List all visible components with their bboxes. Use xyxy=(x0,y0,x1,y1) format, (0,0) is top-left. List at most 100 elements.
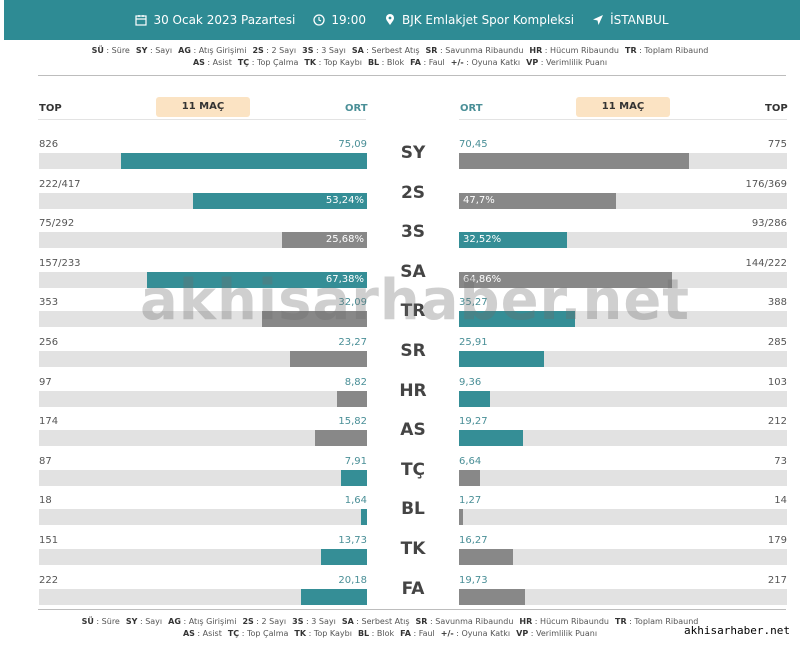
right-bar-track xyxy=(459,549,787,565)
legend-code: TK xyxy=(304,58,317,67)
legend-code: TR xyxy=(625,46,637,55)
right-avg: 19,27 xyxy=(459,416,488,428)
stat-row-tr: 353 32,09 TR 35,27 388 xyxy=(0,297,800,333)
left-bar-track xyxy=(39,311,367,328)
right-total: 775 xyxy=(767,139,787,150)
location-pin-icon xyxy=(385,14,394,25)
left-percent: 67,38% xyxy=(325,273,364,285)
legend-line-2: AS : Asist TÇ : Top Çalma TK : Top Kaybı BL… xyxy=(0,628,800,640)
site-label: akhisarhaber.net xyxy=(684,624,790,637)
left-percent: 25,68% xyxy=(325,234,364,246)
stat-code: TÇ xyxy=(400,459,426,480)
legend-item: +/- : Oyuna Katkı xyxy=(440,629,511,638)
stat-code: SY xyxy=(400,143,426,163)
right-bar xyxy=(459,469,480,486)
legend-desc: 3 Sayı xyxy=(311,617,336,626)
right-bar-track xyxy=(459,153,787,169)
left-avg: 7,91 xyxy=(344,455,367,467)
legend-item: BL : Blok xyxy=(367,58,405,67)
legend-desc: Savunma Ribaundu xyxy=(445,46,524,55)
left-bar xyxy=(121,153,367,169)
legend-desc: Blok xyxy=(376,629,395,638)
right-avg: 19,73 xyxy=(459,574,488,586)
legend-code: AS xyxy=(182,629,195,638)
calendar-icon xyxy=(135,15,148,26)
legend-desc: Sayı xyxy=(145,617,163,626)
right-percent: 32,52% xyxy=(463,234,502,246)
legend-item: +/- : Oyuna Katkı xyxy=(450,58,521,67)
right-bar-track xyxy=(459,430,787,447)
stat-row-sy: 826 75,09 SY 70,45 775 xyxy=(0,139,800,175)
legend-desc: Oyuna Katkı xyxy=(471,58,521,67)
legend-code: VP xyxy=(526,58,539,67)
legend-item: FA : Faul xyxy=(400,629,435,638)
legend-item: TÇ : Top Çalma xyxy=(237,58,299,67)
abbreviation-legend-bottom: SÜ : Süre SY : Sayı AG : Atış Girişimi 2S :… xyxy=(0,616,800,640)
legend-item: AG : Atış Girişimi xyxy=(168,617,237,626)
legend-desc: Top Çalma xyxy=(256,58,299,67)
legend-code: AG xyxy=(178,46,191,55)
legend-code: +/- xyxy=(450,58,464,67)
legend-item: SA : Serbest Atış xyxy=(351,46,420,55)
right-total: 93/286 xyxy=(751,218,787,230)
left-total-header: TOP xyxy=(39,103,62,114)
stat-code: BL xyxy=(401,499,425,520)
left-bar-track xyxy=(39,549,367,565)
abbreviation-legend-top: SÜ : Süre SY : Sayı AG : Atış Girişimi 2S :… xyxy=(0,45,800,69)
left-total: 174 xyxy=(39,416,59,428)
legend-desc: Savunma Ribaundu xyxy=(435,617,514,626)
legend-desc: Verimlilik Puanı xyxy=(535,629,598,638)
left-avg: 15,82 xyxy=(338,416,367,428)
legend-desc: Hücum Ribaundu xyxy=(550,46,619,55)
legend-line-1: SÜ : Süre SY : Sayı AG : Atış Girişimi 2S :… xyxy=(0,45,800,57)
left-total: 256 xyxy=(39,337,59,348)
left-avg: 1,64 xyxy=(344,495,367,507)
right-bar-track xyxy=(459,588,787,605)
legend-desc: 2 Sayı xyxy=(261,617,287,626)
left-bar xyxy=(361,509,367,526)
legend-code: FA xyxy=(400,629,411,638)
legend-item: SÜ : Süre xyxy=(81,617,120,626)
left-bar-track xyxy=(39,469,367,486)
time-info: 19:00 xyxy=(313,13,366,27)
right-bar xyxy=(459,549,513,565)
left-bar xyxy=(321,549,367,565)
legend-desc: Toplam Ribaund xyxy=(644,46,709,55)
left-bar: 67,38% xyxy=(147,271,367,288)
left-bar-track xyxy=(39,430,367,447)
right-header-line xyxy=(459,119,787,120)
right-total: 73 xyxy=(774,455,787,467)
right-avg-header: ORT xyxy=(460,103,483,114)
stat-code: FA xyxy=(401,578,425,599)
stat-code: TK xyxy=(400,539,426,559)
match-info-bar: 30 Ocak 2023 Pazartesi 19:00 BJK Emlakje… xyxy=(4,0,800,40)
stat-row-tç: 87 7,91 TÇ 6,64 73 xyxy=(0,456,800,492)
legend-desc: Asist xyxy=(212,58,232,67)
right-avg: 1,27 xyxy=(459,495,482,507)
right-bar-track xyxy=(459,351,787,367)
right-bar xyxy=(459,588,525,605)
legend-code: SA xyxy=(341,617,354,626)
stat-code: HR xyxy=(399,380,427,401)
left-avg: 32,09 xyxy=(338,297,367,309)
legend-item: 3S : 3 Sayı xyxy=(292,617,336,626)
legend-code: HR xyxy=(519,617,533,626)
stat-code: 2S xyxy=(400,182,426,203)
legend-code: TÇ xyxy=(237,58,250,67)
right-bar xyxy=(459,509,463,526)
left-total: 222/417 xyxy=(39,178,81,190)
legend-item: 2S : 2 Sayı xyxy=(252,46,297,55)
right-avg: 70,45 xyxy=(459,139,488,150)
left-bar-track: 53,24% xyxy=(39,192,367,209)
legend-line-2: AS : Asist TÇ : Top Çalma TK : Top Kaybı BL… xyxy=(0,57,800,69)
left-bar xyxy=(262,311,367,328)
left-bar-track xyxy=(39,509,367,526)
legend-desc: Asist xyxy=(202,629,222,638)
legend-item: 2S : 2 Sayı xyxy=(242,617,287,626)
legend-code: SY xyxy=(135,46,148,55)
stat-row-2s: 222/417 53,24% 2S 176/369 47,7% xyxy=(0,179,800,215)
legend-item: TÇ : Top Çalma xyxy=(227,629,289,638)
legend-item: SY : Sayı xyxy=(135,46,173,55)
right-total-header: TOP xyxy=(765,103,788,114)
legend-code: FA xyxy=(410,58,421,67)
